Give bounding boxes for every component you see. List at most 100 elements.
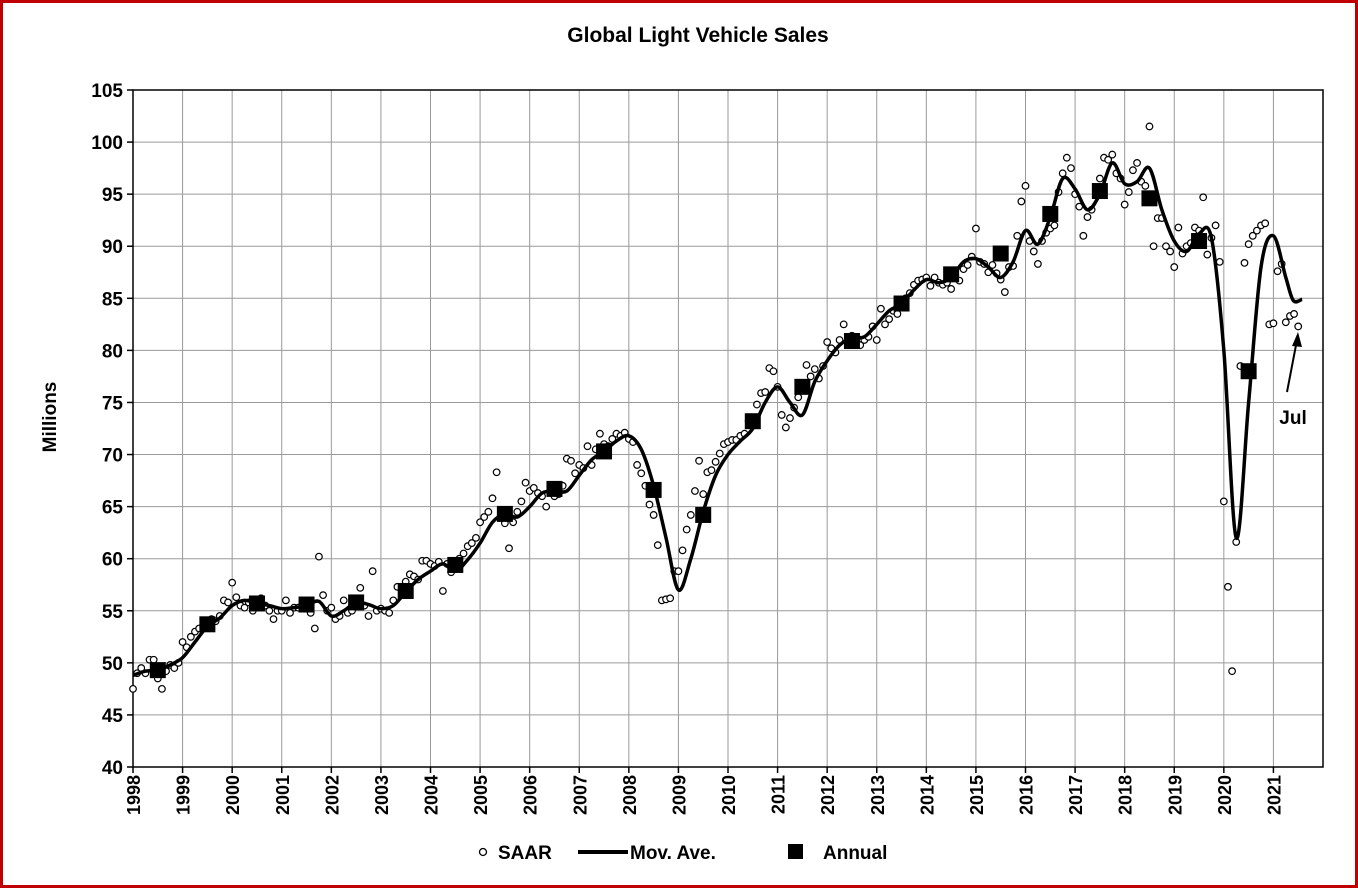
saar-point	[1174, 223, 1183, 232]
saar-point	[707, 466, 716, 475]
saar-point	[492, 468, 501, 477]
y-tick-label: 65	[102, 498, 124, 519]
y-tick-label: 45	[102, 706, 124, 727]
saar-point	[806, 372, 815, 381]
saar-point	[711, 457, 720, 466]
saar-point	[839, 320, 848, 329]
saar-point	[1104, 155, 1113, 164]
annual-point	[447, 556, 464, 573]
saar-point	[567, 456, 575, 465]
annual-point	[298, 596, 315, 613]
saar-point	[963, 261, 972, 269]
moving-average-line	[132, 161, 1303, 678]
x-tick-label: 2006	[521, 775, 541, 815]
y-tick-label: 85	[102, 289, 124, 310]
x-tick-label: 2007	[570, 775, 590, 815]
x-tick-label: 1998	[124, 775, 144, 815]
saar-point	[232, 593, 241, 602]
saar-point	[327, 603, 336, 612]
x-tick-label: 2020	[1215, 775, 1235, 815]
annual-point	[248, 595, 265, 612]
y-tick-label: 100	[91, 133, 123, 154]
saar-point	[823, 338, 832, 346]
y-tick-label: 40	[102, 758, 123, 779]
y-tick-label: 95	[102, 185, 124, 206]
saar-point	[224, 598, 232, 607]
saar-point	[678, 546, 687, 555]
saar-point	[1133, 159, 1141, 167]
saar-point	[149, 655, 158, 664]
saar-point	[356, 583, 365, 592]
legend: SAAR Mov. Ave. Annual	[478, 843, 887, 864]
annual-point	[1240, 363, 1257, 380]
saar-point	[484, 507, 493, 516]
saar-point	[1124, 188, 1133, 196]
saar-point	[1166, 247, 1175, 256]
saar-point	[649, 511, 658, 519]
annual-point	[695, 506, 712, 523]
x-tick-label: 2016	[1017, 775, 1037, 815]
x-tick-label: 2012	[818, 775, 838, 815]
saar-point	[1199, 193, 1208, 202]
saar-point	[781, 423, 790, 432]
saar-point	[686, 511, 695, 519]
saar-point	[637, 469, 646, 478]
saar-point	[505, 544, 513, 553]
chart-title: Global Light Vehicle Sales	[567, 24, 828, 47]
saar-point	[1021, 181, 1030, 190]
saar-point	[521, 478, 530, 487]
x-tick-label: 2004	[422, 775, 442, 815]
saar-point	[1062, 153, 1071, 162]
saar-point	[339, 596, 348, 605]
saar-point	[1281, 318, 1290, 327]
saar-point	[810, 365, 819, 374]
saar-point	[1162, 242, 1170, 251]
legend-ma-label: Mov. Ave.	[630, 843, 716, 864]
saar-point	[315, 552, 323, 561]
y-tick-label: 70	[102, 446, 123, 467]
saar-point	[228, 578, 237, 587]
saar-point	[926, 281, 935, 290]
saar-point	[459, 549, 468, 558]
saar-point	[1290, 310, 1298, 318]
y-tick-label: 75	[102, 393, 124, 414]
saar-point	[1261, 219, 1270, 228]
y-tick-label: 90	[102, 237, 123, 258]
saar-point	[1050, 221, 1059, 230]
saar-point	[988, 261, 997, 269]
saar-point	[310, 624, 319, 633]
y-tick-label: 60	[102, 550, 123, 571]
annual-point	[645, 481, 662, 498]
saar-point	[1215, 257, 1224, 266]
annotation-label: Jul	[1279, 408, 1306, 429]
annual-point	[1042, 205, 1059, 222]
saar-point	[1248, 231, 1257, 240]
saar-point	[893, 310, 902, 318]
saar-point	[876, 304, 885, 313]
annual-point	[596, 443, 613, 460]
saar-point	[1294, 322, 1303, 331]
saar-point	[319, 591, 327, 600]
saar-point	[633, 461, 641, 469]
saar-point	[529, 483, 538, 492]
saar-point	[695, 456, 703, 465]
saar-point	[1269, 319, 1278, 328]
annual-point	[992, 245, 1009, 262]
moving-average-series	[132, 161, 1303, 678]
saar-point	[186, 632, 195, 641]
x-tick-label: 2009	[669, 775, 689, 815]
y-axis-label: Millions	[40, 382, 61, 453]
saar-point	[1145, 122, 1154, 131]
saar-point	[674, 567, 683, 576]
y-tick-label: 105	[91, 81, 123, 102]
x-tick-label: 1999	[174, 775, 194, 815]
saar-point	[1252, 226, 1261, 235]
gridlines	[133, 89, 1324, 767]
saar-point	[786, 414, 794, 422]
saar-point	[1149, 242, 1158, 251]
saar-point	[682, 525, 691, 534]
saar-point	[1083, 213, 1092, 221]
saar-point	[1170, 263, 1179, 271]
saar-point	[1067, 164, 1075, 173]
annual-point	[149, 662, 166, 679]
